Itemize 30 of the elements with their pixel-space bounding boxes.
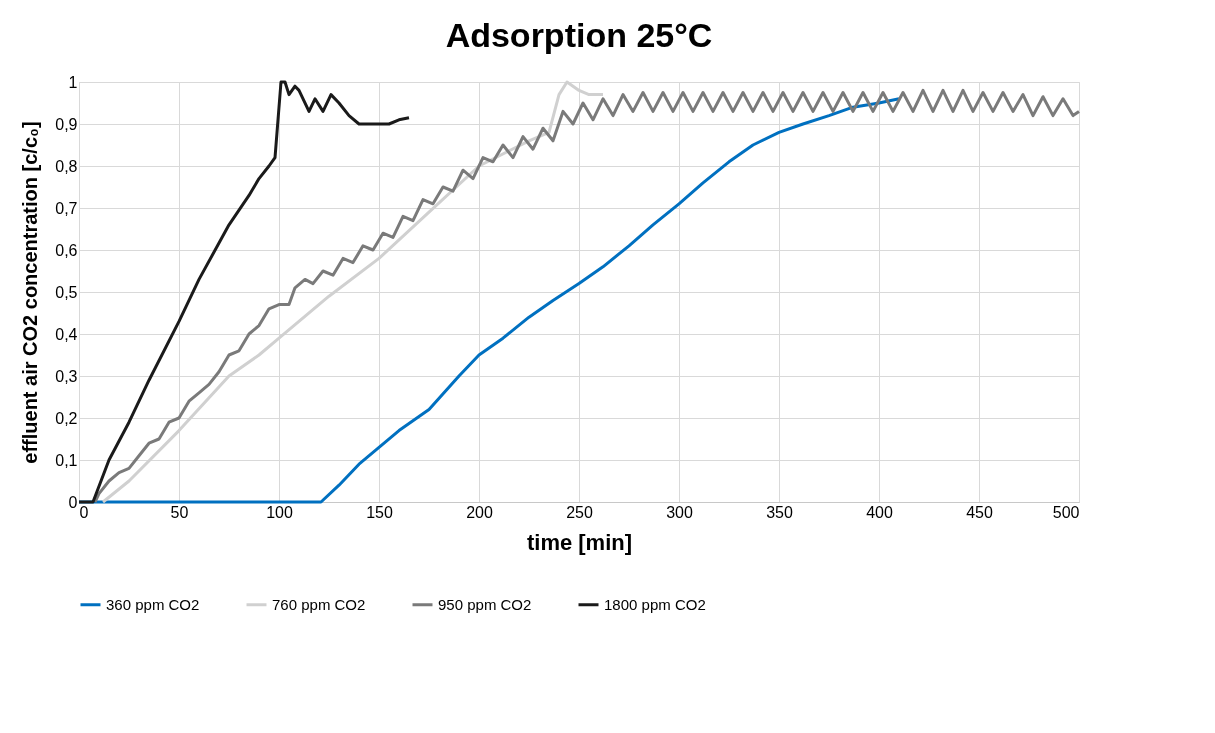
x-tick-label: 200 bbox=[466, 503, 493, 521]
y-tick-label: 0,1 bbox=[55, 451, 78, 469]
y-tick-label: 1 bbox=[68, 73, 78, 91]
legend-label: 760 ppm CO2 bbox=[272, 595, 366, 613]
x-tick-label: 300 bbox=[666, 503, 693, 521]
line-series bbox=[93, 88, 1081, 504]
y-tick-label: 0,5 bbox=[55, 283, 78, 301]
x-tick-label: 400 bbox=[866, 503, 893, 521]
x-tick-label: 450 bbox=[966, 503, 993, 521]
x-tick-label: 50 bbox=[170, 503, 189, 521]
y-tick-label: 0,7 bbox=[55, 199, 78, 217]
y-tick-label: 0,2 bbox=[55, 409, 78, 427]
x-tick-label: 100 bbox=[266, 503, 293, 521]
x-tick-label: 0 bbox=[79, 503, 89, 521]
legend-label: 950 ppm CO2 bbox=[438, 595, 532, 613]
x-tick-label: 500 bbox=[1052, 503, 1080, 521]
y-tick-label: 0,6 bbox=[55, 241, 78, 259]
x-tick-label: 250 bbox=[566, 503, 593, 521]
y-tick-label: 0,9 bbox=[55, 115, 78, 133]
line-series bbox=[77, 80, 411, 504]
chart-title: Adsorption 25°C bbox=[445, 16, 713, 54]
x-tick-label: 150 bbox=[366, 503, 393, 521]
legend-label: 360 ppm CO2 bbox=[106, 595, 200, 613]
x-tick-label: 350 bbox=[766, 503, 793, 521]
y-tick-label: 0,3 bbox=[55, 367, 78, 385]
y-tick-label: 0,8 bbox=[55, 157, 78, 175]
y-axis-title: effluent air CO2 concentration [c/c₀] bbox=[19, 121, 42, 464]
legend-label: 1800 ppm CO2 bbox=[604, 595, 706, 613]
x-axis-title: time [min] bbox=[526, 529, 633, 555]
y-tick-label: 0,4 bbox=[55, 325, 78, 343]
